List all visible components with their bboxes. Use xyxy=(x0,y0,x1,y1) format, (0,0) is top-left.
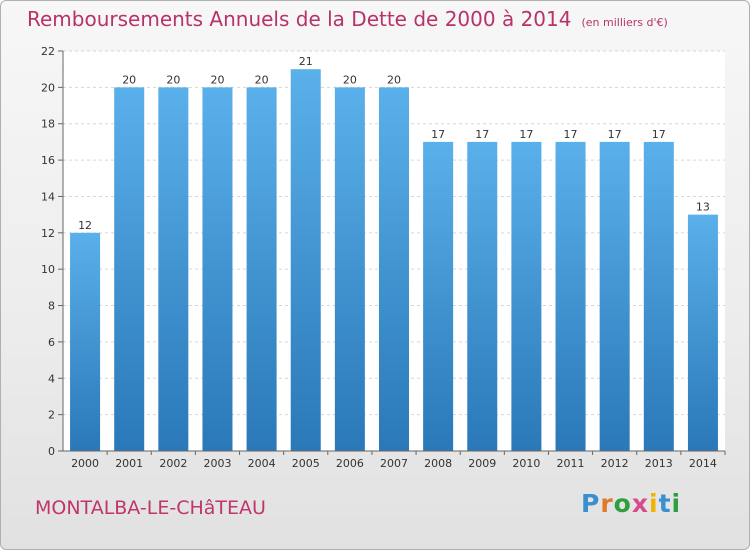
x-tick-label: 2005 xyxy=(292,457,320,470)
data-label-2001: 20 xyxy=(122,73,136,86)
data-label-2009: 17 xyxy=(475,128,489,141)
logo-letter: i xyxy=(671,489,682,518)
chart-title-text: Remboursements Annuels de la Dette de 20… xyxy=(27,7,572,31)
data-label-2000: 12 xyxy=(78,219,92,232)
data-label-2006: 20 xyxy=(343,73,357,86)
bar-2004 xyxy=(246,87,277,451)
bar-2012 xyxy=(599,141,630,451)
x-tick-label: 2013 xyxy=(645,457,673,470)
x-tick-label: 2008 xyxy=(424,457,452,470)
y-tick-label: 18 xyxy=(41,118,55,131)
x-tick-label: 2006 xyxy=(336,457,364,470)
y-tick-label: 6 xyxy=(48,336,55,349)
x-tick-label: 2011 xyxy=(557,457,585,470)
logo-letter: x xyxy=(631,489,649,518)
logo-letter: P xyxy=(581,489,601,518)
x-tick-label: 2004 xyxy=(248,457,276,470)
bar-2007 xyxy=(378,87,410,451)
y-tick-label: 0 xyxy=(48,445,55,458)
data-label-2008: 17 xyxy=(431,128,445,141)
y-tick-label: 20 xyxy=(41,81,55,94)
data-label-2014: 13 xyxy=(696,201,710,214)
x-axis: 2000 2001 2002 2003 2004 2005 2006 2007 2008 2009… xyxy=(63,450,726,470)
logo-letter: r xyxy=(600,489,614,518)
bar-2003 xyxy=(202,87,233,451)
x-tick-label: 2000 xyxy=(71,457,99,470)
bar-2010 xyxy=(511,141,542,451)
logo-letter: o xyxy=(613,489,632,518)
y-tick-label: 10 xyxy=(41,263,55,276)
proxiti-logo: Proxiti xyxy=(581,489,681,518)
data-label-2003: 20 xyxy=(210,73,224,86)
bar-2008 xyxy=(423,141,454,451)
x-tick-label: 2003 xyxy=(203,457,231,470)
chart-subtitle: (en milliers d'€) xyxy=(581,16,668,29)
bar-2002 xyxy=(158,87,189,451)
town-name: MONTALBA-LE-CHâTEAU xyxy=(35,497,266,519)
y-tick-label: 16 xyxy=(41,154,55,167)
data-label-2011: 17 xyxy=(564,128,578,141)
bars: 12 20 20 20 20 21 20 20 17 17 17 17 17 17 13 xyxy=(70,55,718,451)
x-tick-label: 2009 xyxy=(468,457,496,470)
data-label-2005: 21 xyxy=(299,55,313,68)
data-label-2002: 20 xyxy=(166,73,180,86)
logo-letter: t xyxy=(658,489,672,518)
x-tick-label: 2012 xyxy=(601,457,629,470)
y-tick-label: 14 xyxy=(41,190,55,203)
x-tick-label: 2010 xyxy=(512,457,540,470)
data-label-2007: 20 xyxy=(387,73,401,86)
bar-2005 xyxy=(290,69,321,451)
chart-title: Remboursements Annuels de la Dette de 20… xyxy=(27,7,668,31)
logo-letter: i xyxy=(649,489,659,518)
data-label-2013: 17 xyxy=(652,128,666,141)
data-label-2012: 17 xyxy=(608,128,622,141)
bar-2009 xyxy=(467,141,498,451)
y-tick-label: 8 xyxy=(48,300,55,313)
bar-2011 xyxy=(555,141,586,451)
y-tick-label: 2 xyxy=(48,409,55,422)
bar-2013 xyxy=(643,141,674,451)
x-tick-label: 2007 xyxy=(380,457,408,470)
data-label-2010: 17 xyxy=(519,128,533,141)
bar-2006 xyxy=(334,87,365,451)
y-axis: 0 2 4 6 8 10 12 14 16 18 20 22 xyxy=(41,45,64,458)
y-tick-label: 22 xyxy=(41,45,55,58)
y-tick-label: 4 xyxy=(48,372,55,385)
x-tick-label: 2014 xyxy=(689,457,717,470)
x-tick-label: 2001 xyxy=(115,457,143,470)
bar-2000 xyxy=(70,232,101,451)
y-tick-label: 12 xyxy=(41,227,55,240)
bar-2014 xyxy=(687,214,718,451)
x-tick-label: 2002 xyxy=(159,457,187,470)
data-label-2004: 20 xyxy=(255,73,269,86)
bar-2001 xyxy=(114,87,145,451)
